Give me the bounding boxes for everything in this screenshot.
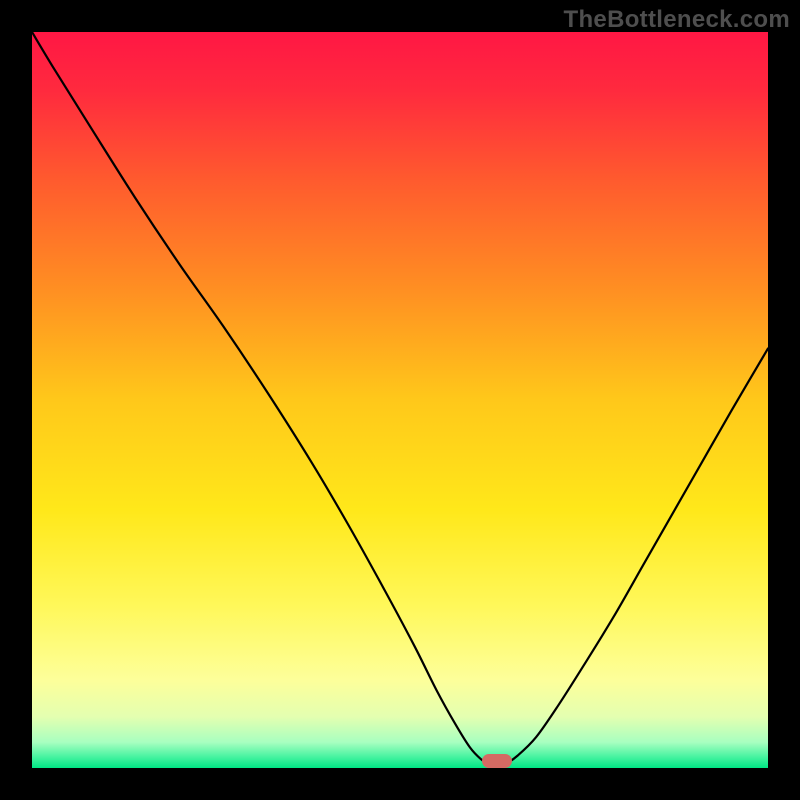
bottleneck-curve xyxy=(32,32,768,768)
chart-container: TheBottleneck.com xyxy=(0,0,800,800)
plot-frame xyxy=(32,32,768,768)
watermark-text: TheBottleneck.com xyxy=(564,6,790,34)
optimum-marker xyxy=(482,754,512,768)
plot-area xyxy=(32,32,768,768)
